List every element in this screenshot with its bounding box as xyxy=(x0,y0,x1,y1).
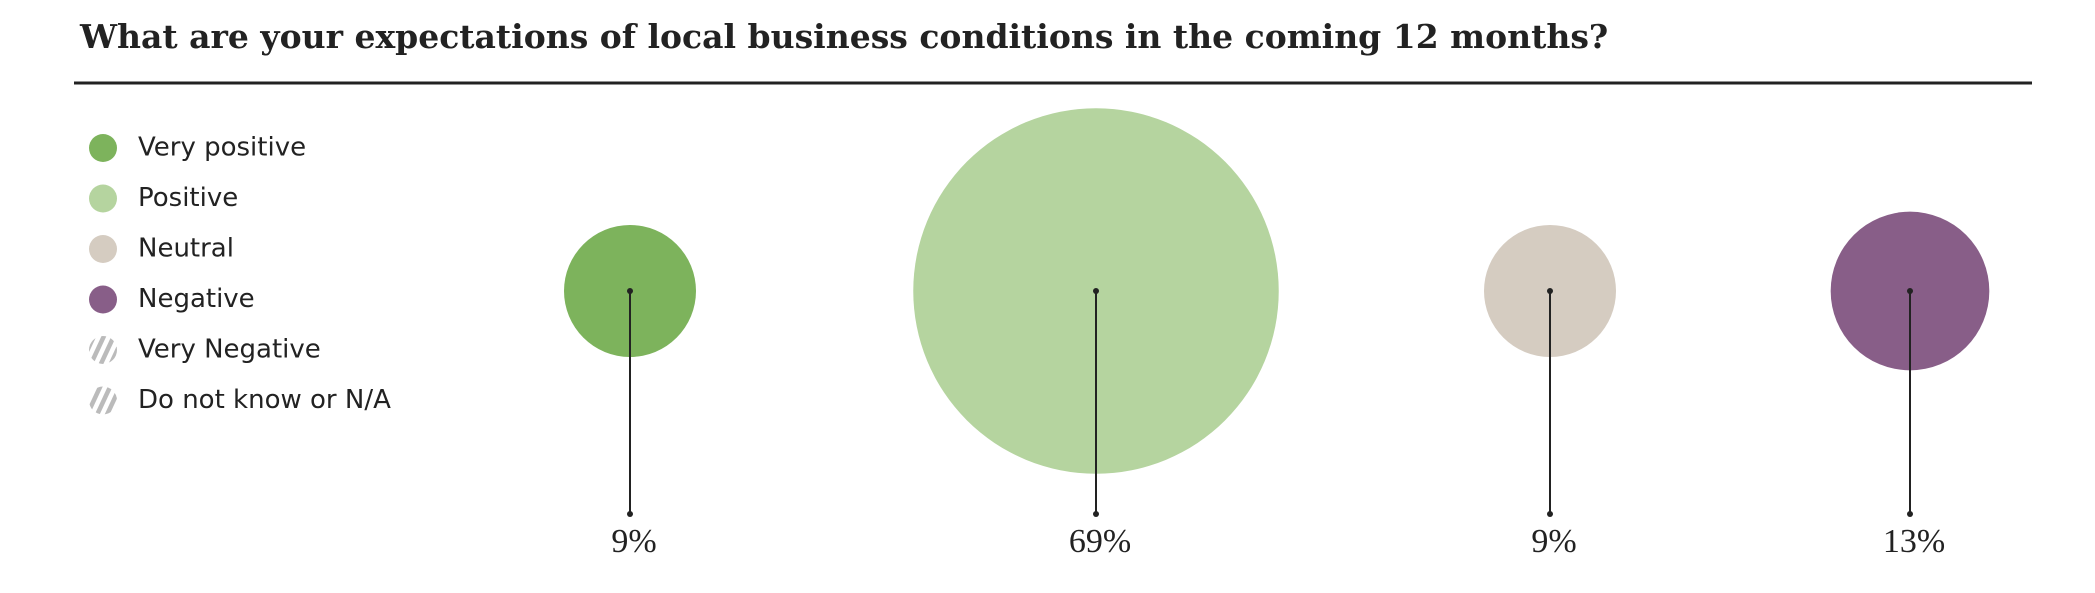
legend-swatch xyxy=(89,134,117,162)
legend-swatch xyxy=(89,235,117,263)
legend-swatch xyxy=(89,336,117,364)
value-label: 69% xyxy=(1069,523,1131,560)
legend-label: Very Negative xyxy=(138,335,321,365)
stem-dot xyxy=(627,511,633,517)
value-label: 9% xyxy=(1531,523,1576,560)
stem-dot xyxy=(627,288,633,294)
legend-swatch xyxy=(89,386,117,415)
legend-label: Negative xyxy=(138,284,255,314)
stem-dot xyxy=(1907,288,1913,294)
legend-label: Positive xyxy=(138,183,238,213)
stem-dot xyxy=(1093,288,1099,294)
stem-dot xyxy=(1547,511,1553,517)
value-label: 9% xyxy=(611,523,656,560)
legend-label: Very positive xyxy=(138,133,306,163)
legend-label: Do not know or N/A xyxy=(138,385,391,415)
legend-swatch xyxy=(89,285,117,314)
legend-swatch xyxy=(89,184,117,213)
value-label: 13% xyxy=(1883,523,1945,560)
stem-dot xyxy=(1093,511,1099,517)
stem-dot xyxy=(1907,511,1913,517)
legend-label: Neutral xyxy=(138,234,234,264)
stem-dot xyxy=(1547,288,1553,294)
chart-title: What are your expectations of local busi… xyxy=(79,17,1608,56)
